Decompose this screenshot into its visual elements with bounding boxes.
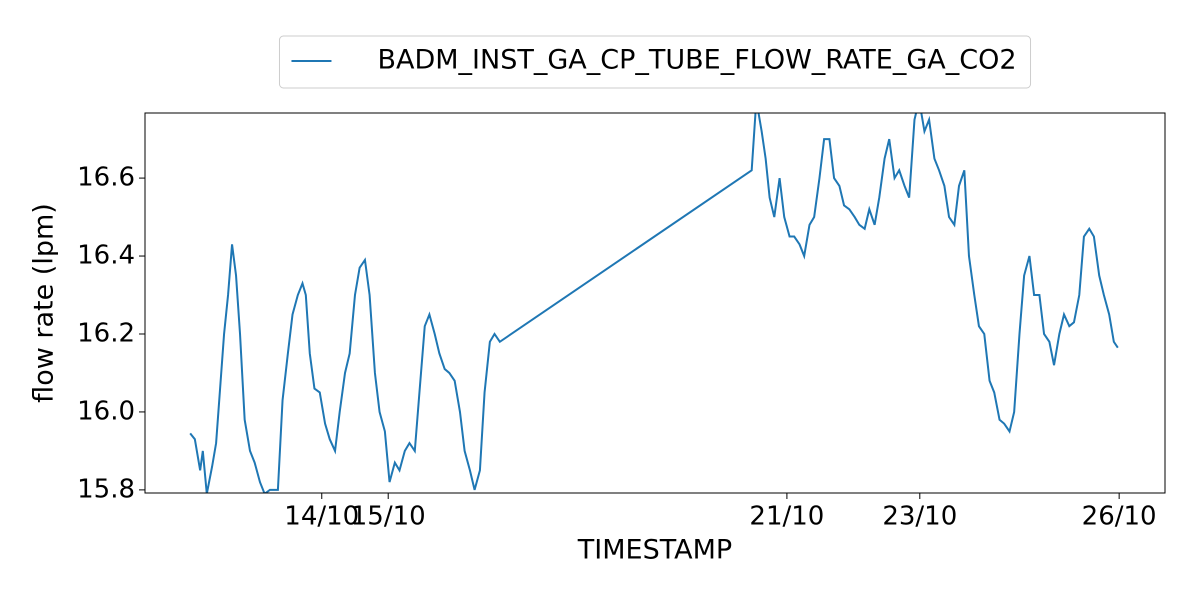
y-tick-label: 16.2	[77, 318, 135, 348]
y-tick-label: 16.6	[77, 163, 135, 193]
legend-box	[278, 35, 1032, 89]
x-tick-label: 15/10	[351, 502, 426, 532]
x-tick-label: 26/10	[1082, 502, 1157, 532]
data-line	[189, 113, 1119, 493]
x-tick-label: 23/10	[882, 502, 957, 532]
x-tick-label: 21/10	[749, 502, 824, 532]
y-tick-label: 15.8	[77, 474, 135, 504]
x-axis-label: TIMESTAMP	[577, 535, 732, 566]
plot-frame	[144, 112, 1166, 494]
y-tick-label: 16.4	[77, 241, 135, 271]
y-tick-label: 16.0	[77, 396, 135, 426]
x-tick-label: 14/10	[284, 502, 359, 532]
y-axis-label: flow rate (lpm)	[29, 203, 60, 403]
legend: BADM_INST_GA_CP_TUBE_FLOW_RATE_GA_CO2	[278, 35, 1032, 89]
legend-label: BADM_INST_GA_CP_TUBE_FLOW_RATE_GA_CO2	[377, 45, 1016, 76]
